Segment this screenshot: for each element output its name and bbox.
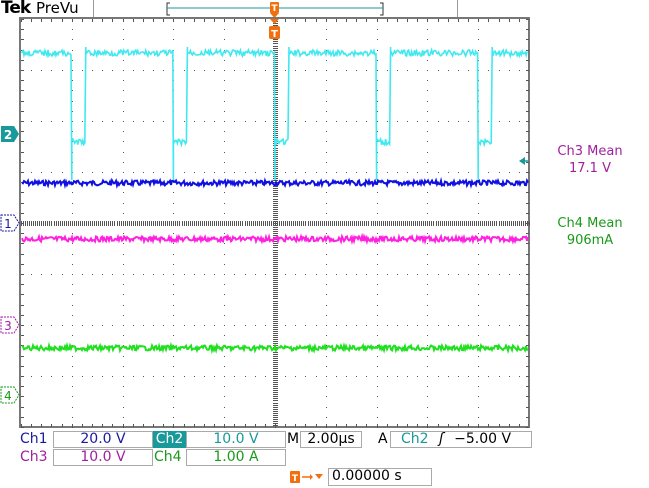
trigger-source: Ch2 bbox=[401, 431, 429, 447]
graticule bbox=[21, 19, 530, 428]
ch2-label[interactable]: Ch2 bbox=[153, 431, 186, 448]
trigger-to-position-icon: T bbox=[290, 469, 326, 484]
ch3-scale[interactable]: 10.0 V bbox=[53, 449, 153, 466]
trigger-position-icon-top: T bbox=[270, 2, 279, 18]
ch2-scale[interactable]: 10.0 V bbox=[186, 431, 286, 448]
timebase-scale[interactable]: 2.00µs bbox=[300, 431, 362, 448]
trigger-level: −5.00 V bbox=[454, 431, 512, 447]
ch4-trace bbox=[21, 341, 528, 355]
ch4-marker-icon[interactable]: 4 bbox=[0, 386, 20, 404]
traces bbox=[21, 46, 529, 355]
ch1-label[interactable]: Ch1 bbox=[20, 431, 48, 447]
svg-text:4: 4 bbox=[4, 389, 12, 403]
timebase-label: M bbox=[287, 431, 300, 447]
header-divider bbox=[93, 0, 94, 17]
trigger-label: A bbox=[378, 431, 388, 447]
measurement-value: 906mA bbox=[566, 233, 614, 248]
rising-edge-icon: ʃ bbox=[439, 431, 444, 447]
svg-text:T: T bbox=[271, 29, 278, 40]
acquisition-mode: PreVu bbox=[36, 0, 79, 17]
ch3-label[interactable]: Ch3 bbox=[20, 449, 48, 465]
ch1-marker-icon[interactable]: 1 bbox=[0, 214, 20, 232]
ch2-trace bbox=[21, 46, 528, 181]
ch4-scale[interactable]: 1.00 A bbox=[186, 449, 286, 466]
measurement-ch3-mean: Ch3 Mean 17.1 V bbox=[530, 143, 649, 177]
trigger-readout[interactable]: Ch2 ʃ −5.00 V bbox=[390, 431, 532, 448]
ch3-marker-icon[interactable]: 3 bbox=[0, 316, 20, 334]
horizontal-position[interactable]: 0.00000 s bbox=[328, 468, 432, 486]
ch1-scale[interactable]: 20.0 V bbox=[53, 431, 153, 448]
trigger-position-icon: T bbox=[269, 19, 280, 40]
svg-text:3: 3 bbox=[4, 319, 12, 333]
ch2-marker-icon[interactable]: 2 bbox=[1, 126, 19, 142]
measurement-ch4-mean: Ch4 Mean 906mA bbox=[530, 215, 649, 249]
svg-text:2: 2 bbox=[4, 128, 12, 142]
measurement-title: Ch4 Mean bbox=[557, 216, 623, 231]
measurement-value: 17.1 V bbox=[569, 161, 611, 176]
header-divider bbox=[457, 0, 458, 17]
tek-logo: Tek bbox=[1, 0, 31, 18]
trigger-level-arrow-icon bbox=[519, 157, 528, 165]
measurement-title: Ch3 Mean bbox=[557, 144, 623, 159]
svg-text:T: T bbox=[271, 4, 278, 14]
svg-text:1: 1 bbox=[4, 217, 12, 231]
ch3-trace bbox=[21, 232, 529, 246]
ch4-label[interactable]: Ch4 bbox=[154, 449, 182, 465]
svg-text:T: T bbox=[292, 474, 299, 484]
ch1-trace bbox=[21, 176, 529, 190]
